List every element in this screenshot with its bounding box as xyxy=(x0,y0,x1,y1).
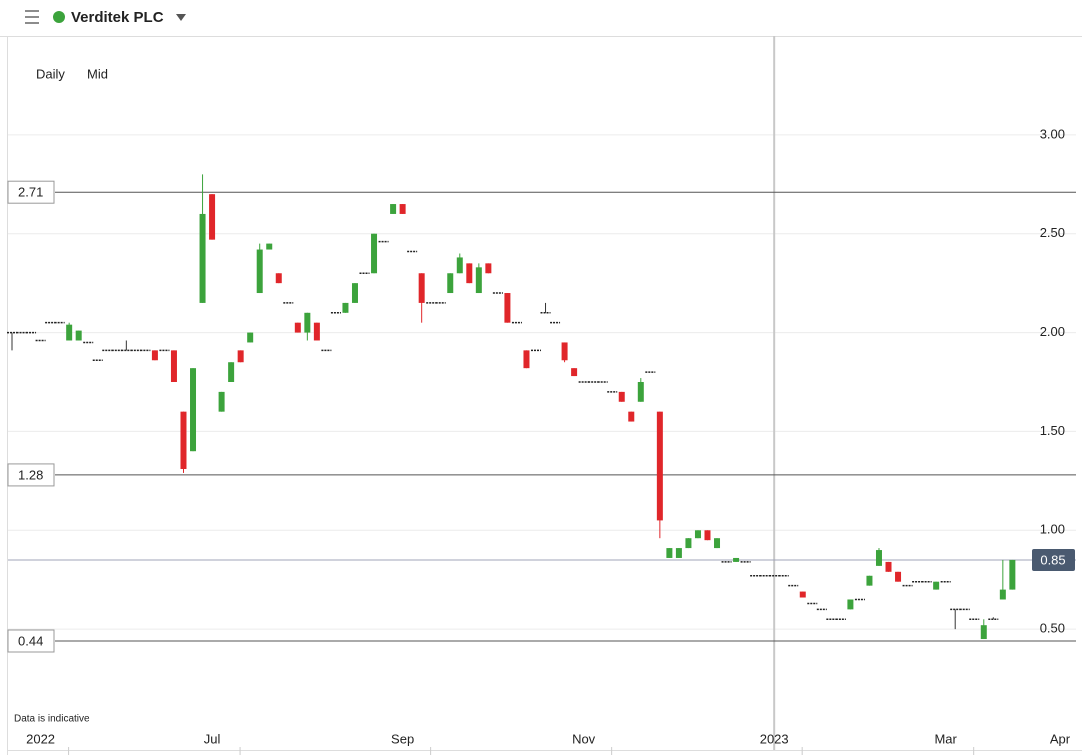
price-line-label: 0.44 xyxy=(18,633,43,648)
candle-body xyxy=(656,411,663,521)
price-line-box xyxy=(7,463,55,487)
candle-body xyxy=(266,243,273,250)
x-tick-label: Mar xyxy=(934,731,957,746)
candle-body xyxy=(637,382,644,402)
candle-body xyxy=(247,332,254,343)
last-price-box xyxy=(1032,548,1075,571)
footnote: Data is indicative xyxy=(14,714,90,725)
candle-body xyxy=(885,561,892,572)
candle-body xyxy=(237,350,244,363)
candle-body xyxy=(895,571,902,582)
x-tick-label: Sep xyxy=(391,731,414,746)
candle-body xyxy=(675,548,682,558)
candle-body xyxy=(866,575,873,586)
candle-body xyxy=(571,368,578,377)
candle-body xyxy=(618,391,625,402)
y-tick-label: 2.00 xyxy=(1040,324,1065,339)
candle-body xyxy=(218,391,225,412)
candle-body xyxy=(75,330,82,341)
x-tick-label: Nov xyxy=(572,731,596,746)
candle-body xyxy=(523,350,530,369)
menu-icon[interactable] xyxy=(25,10,39,24)
candle-body xyxy=(228,362,235,382)
x-tick-label: Apr xyxy=(1050,731,1071,746)
candle-body xyxy=(304,312,311,333)
candle-body xyxy=(180,411,187,469)
candle-body xyxy=(199,213,206,303)
status-dot xyxy=(53,11,65,23)
candle-body xyxy=(799,591,806,598)
candle-body xyxy=(294,322,301,333)
candle-body xyxy=(980,625,987,640)
candle-body xyxy=(390,204,397,214)
candles xyxy=(7,174,1016,640)
last-price-label: 0.85 xyxy=(1040,552,1065,567)
price-line-label: 2.71 xyxy=(18,185,43,200)
candle-body xyxy=(466,263,473,284)
x-tick-label: 2022 xyxy=(26,731,55,746)
x-tick-label: 2023 xyxy=(760,731,789,746)
price-line-label: 1.28 xyxy=(18,467,43,482)
y-tick-label: 0.50 xyxy=(1040,621,1065,636)
candle-body xyxy=(485,263,492,274)
candle-body xyxy=(714,538,721,549)
candle-body xyxy=(694,530,701,539)
candle-body xyxy=(371,233,378,274)
price-type-button[interactable]: Mid xyxy=(87,66,108,81)
candle-body xyxy=(66,324,73,341)
candle-body xyxy=(209,194,216,240)
dropdown-arrow[interactable] xyxy=(176,14,186,21)
candle-body xyxy=(447,273,454,294)
candle-body xyxy=(999,589,1006,600)
candle-body xyxy=(256,249,263,294)
candle-body xyxy=(342,302,349,313)
candle-body xyxy=(685,538,692,549)
price-line-box xyxy=(7,629,55,653)
y-tick-label: 3.00 xyxy=(1040,126,1065,141)
candle-body xyxy=(456,257,463,274)
candle-body xyxy=(704,530,711,541)
candle-body xyxy=(561,342,568,361)
interval-button[interactable]: Daily xyxy=(36,66,65,81)
candle-body xyxy=(933,581,940,590)
grid xyxy=(8,36,1076,750)
candle-body xyxy=(275,273,282,284)
candle-body xyxy=(875,550,882,566)
candle-body xyxy=(1009,559,1016,590)
y-tick-label: 2.50 xyxy=(1040,225,1065,240)
candle-body xyxy=(190,368,197,452)
x-tick-label: Jul xyxy=(204,731,221,746)
candle-body xyxy=(313,322,320,341)
candle-body xyxy=(151,350,158,361)
y-tick-label: 1.00 xyxy=(1040,522,1065,537)
candle-body xyxy=(847,599,854,610)
candle-body xyxy=(170,350,177,382)
price-line-box xyxy=(7,180,55,204)
candle-body xyxy=(475,267,482,294)
candle-body xyxy=(504,293,511,323)
candle-body xyxy=(666,548,673,558)
candle-body xyxy=(418,273,425,303)
y-tick-label: 1.50 xyxy=(1040,423,1065,438)
candle-body xyxy=(628,411,635,422)
candle-body xyxy=(399,204,406,214)
instrument-title[interactable]: Verditek PLC xyxy=(71,9,164,26)
candle-body xyxy=(733,557,740,562)
candle-body xyxy=(351,283,358,303)
